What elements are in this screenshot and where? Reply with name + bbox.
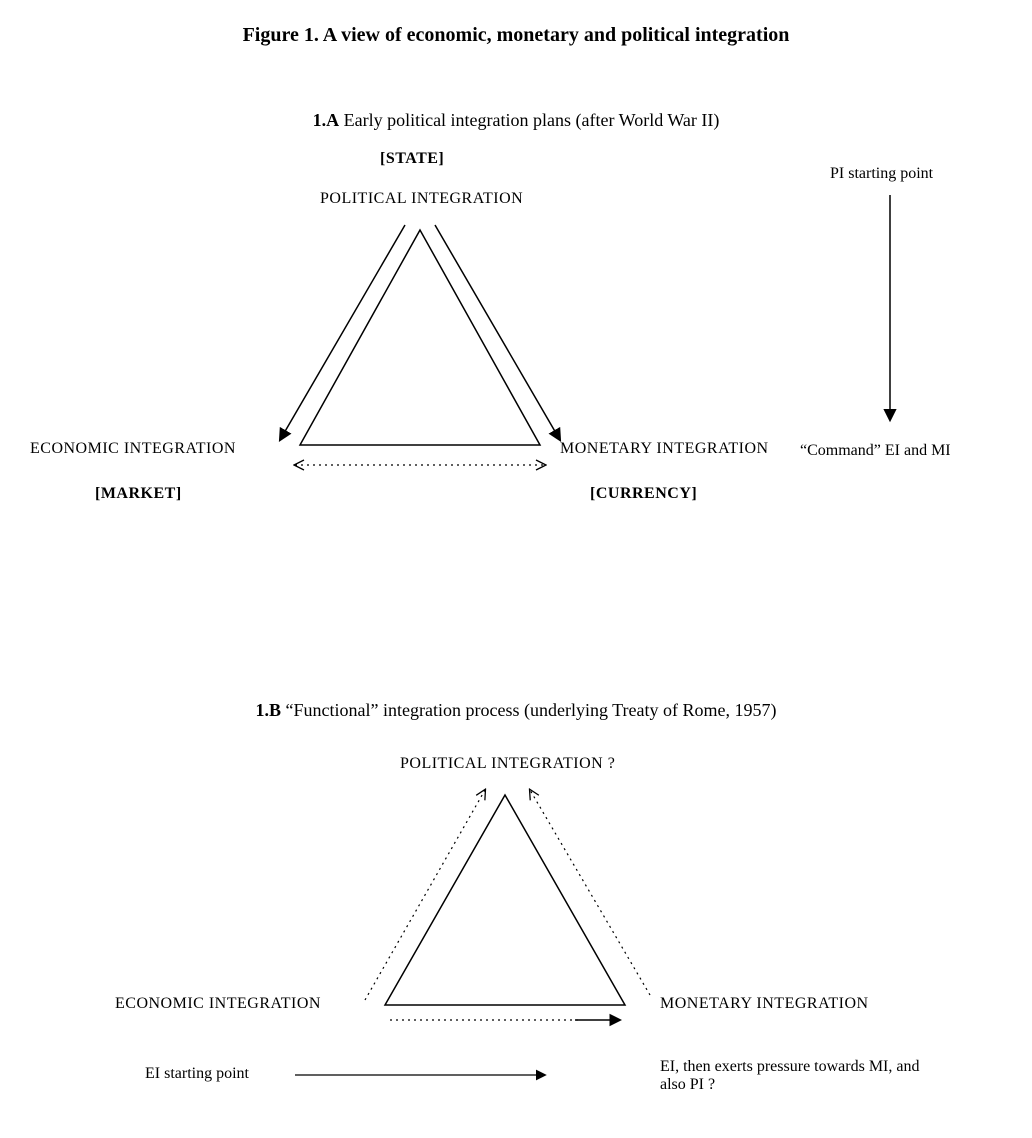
panelB-triangle: [385, 795, 625, 1005]
panelB-arrow-left-up: [365, 790, 485, 1000]
figure-page: Figure 1. A view of economic, monetary a…: [0, 0, 1032, 1138]
panelB-svg: [0, 0, 1032, 1138]
panelB-arrow-right-up: [530, 790, 650, 995]
